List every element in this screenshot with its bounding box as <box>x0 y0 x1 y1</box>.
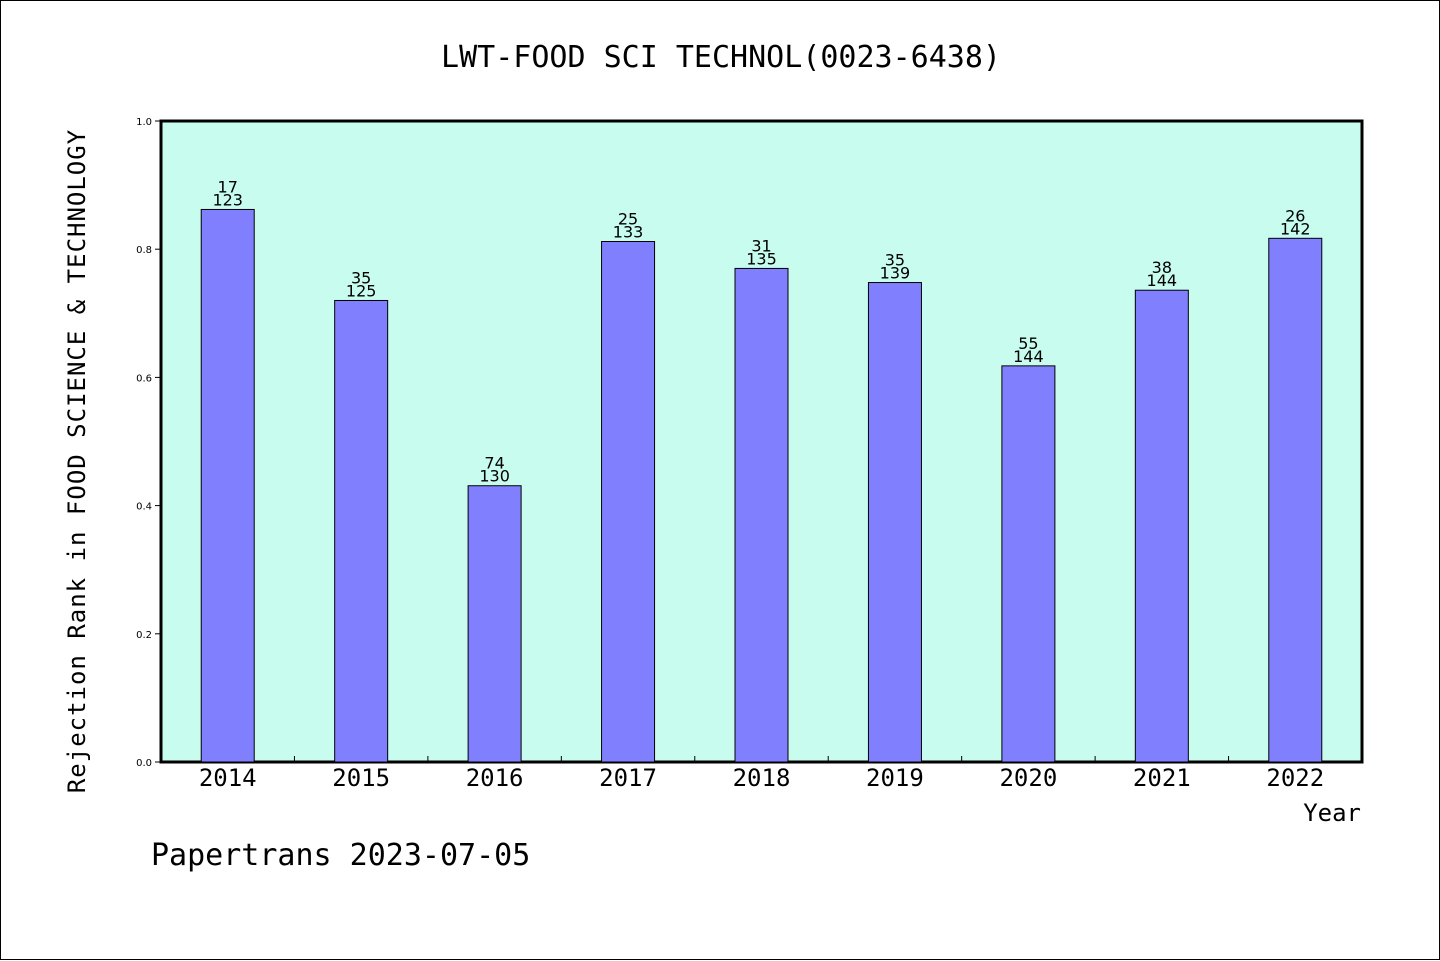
y-tick-label-1.0: 1.0 <box>136 117 152 128</box>
chart-title: LWT-FOOD SCI TECHNOL(0023-6438) <box>441 40 1001 75</box>
bar-rank-label-2017: 25 <box>618 210 638 229</box>
bar-rank-label-2020: 55 <box>1018 334 1038 353</box>
bar-total-label-2017: 133 <box>613 223 644 242</box>
x-tick-label-2020: 2020 <box>999 764 1057 792</box>
bar-total-label-2019: 139 <box>880 264 911 283</box>
bar-total-label-2021: 144 <box>1147 271 1178 290</box>
bar-total-label-2022: 142 <box>1280 219 1311 238</box>
bar-rank-label-2014: 17 <box>218 177 238 196</box>
bar-2018 <box>734 267 789 763</box>
x-axis: 2014 2015 2016 2017 2018 2019 2020 2021 2022 <box>199 756 1324 792</box>
bar-total-label-2015: 125 <box>346 281 377 300</box>
bar-2021 <box>1134 289 1189 763</box>
bar-2019 <box>867 282 922 763</box>
bar-total-label-2018: 135 <box>746 249 777 268</box>
x-tick-label-2015: 2015 <box>332 764 390 792</box>
x-tick-label-2017: 2017 <box>599 764 657 792</box>
bar-2022 <box>1268 237 1323 763</box>
y-axis: 0.0 0.2 0.4 0.6 0.8 1.0 <box>136 117 161 769</box>
y-tick-label-0.8: 0.8 <box>136 245 152 256</box>
x-tick-label-2019: 2019 <box>866 764 924 792</box>
bar-total-label-2016: 130 <box>479 467 510 486</box>
bar-rank-label-2019: 35 <box>885 251 905 270</box>
y-tick-label-0.2: 0.2 <box>136 630 152 641</box>
bar-rank-label-2018: 31 <box>751 236 771 255</box>
x-tick-label-2018: 2018 <box>733 764 791 792</box>
y-axis-label: Rejection Rank in FOOD SCIENCE & TECHNOL… <box>63 129 91 793</box>
y-tick-label-0.0: 0.0 <box>136 758 152 769</box>
bar-2020 <box>1001 365 1056 763</box>
y-tick-label-0.4: 0.4 <box>136 502 152 513</box>
bar-rank-label-2016: 74 <box>484 454 504 473</box>
x-tick-label-2021: 2021 <box>1133 764 1191 792</box>
bar-rank-label-2021: 38 <box>1152 258 1172 277</box>
bar-2016 <box>467 485 522 763</box>
bar-rank-label-2015: 35 <box>351 268 371 287</box>
bar-2015 <box>334 299 389 763</box>
bar-rank-label-2022: 26 <box>1285 206 1305 225</box>
y-tick-label-0.6: 0.6 <box>136 373 152 384</box>
x-tick-label-2016: 2016 <box>466 764 524 792</box>
bar-2014 <box>200 208 255 763</box>
x-tick-label-2022: 2022 <box>1266 764 1324 792</box>
x-axis-label: Year <box>1303 799 1361 827</box>
bar-total-label-2020: 144 <box>1013 347 1044 366</box>
footer-credit: Papertrans 2023-07-05 <box>151 838 530 873</box>
x-tick-label-2014: 2014 <box>199 764 257 792</box>
bar-total-label-2014: 123 <box>212 190 243 209</box>
bar-2017 <box>601 241 656 763</box>
